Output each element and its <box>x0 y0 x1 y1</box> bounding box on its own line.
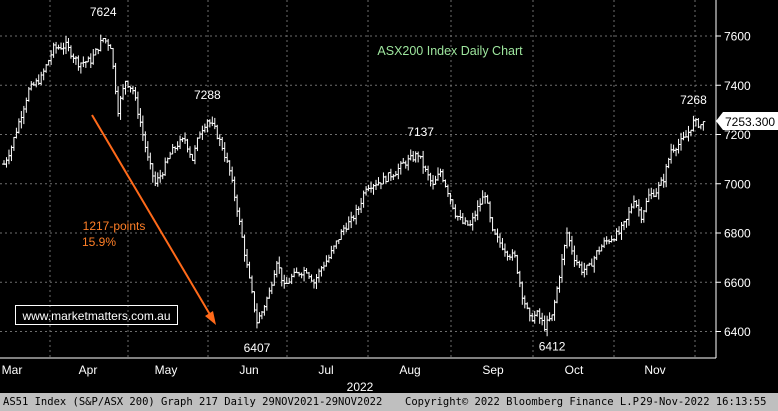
bloomberg-footer: AS51 Index (S&P/ASX 200) Graph 217 Daily… <box>0 393 778 411</box>
x-tick-label: May <box>155 363 178 377</box>
decline-percent-annotation: 15.9% <box>82 235 116 249</box>
y-tick-label: 7600 <box>724 30 751 44</box>
peak-label: 7624 <box>90 5 117 19</box>
decline-arrow <box>91 114 216 325</box>
peak-label: 7288 <box>194 88 221 102</box>
peak-label: 7137 <box>407 125 434 139</box>
x-tick-label: Oct <box>565 363 584 377</box>
y-tick-label: 6400 <box>724 325 751 339</box>
footer-index-info: AS51 Index (S&P/ASX 200) Graph 217 Daily… <box>3 396 383 408</box>
peak-label: 6407 <box>244 341 271 355</box>
y-tick-label: 6600 <box>724 276 751 290</box>
x-tick-label: Jun <box>239 363 258 377</box>
website-link-text: www.marketmatters.com.au <box>22 309 171 323</box>
x-tick-label: Aug <box>399 363 420 377</box>
x-tick-label: Jul <box>318 363 333 377</box>
grid-lines <box>0 0 716 358</box>
x-tick-label: Nov <box>644 363 665 377</box>
x-tick-label: Mar <box>2 363 23 377</box>
y-tick-label: 7400 <box>724 79 751 93</box>
website-link[interactable]: www.marketmatters.com.au <box>15 305 178 325</box>
x-tick-labels: Mar Apr May Jun Jul Aug Sep Oct Nov <box>2 363 666 377</box>
y-tick-label: 7200 <box>724 128 751 142</box>
footer-copyright: Copyright© 2022 Bloomberg Finance L.P. <box>405 396 646 408</box>
decline-points-annotation: 1217-points <box>83 219 146 233</box>
y-tick-label: 6800 <box>724 227 751 241</box>
price-bars <box>2 34 706 337</box>
y-tick-labels: 6400 6600 6800 7000 7200 7400 7600 <box>716 30 751 339</box>
x-tick-label: Apr <box>79 363 98 377</box>
last-price-value: 7253.300 <box>725 115 775 129</box>
x-tick-label: Sep <box>482 363 504 377</box>
footer-timestamp: 29-Nov-2022 16:13:55 <box>640 396 767 408</box>
ohlc-bar <box>701 121 706 131</box>
last-price-tag: 7253.300 <box>716 112 778 130</box>
x-axis-year-label: 2022 <box>347 380 374 394</box>
chart-title: ASX200 Index Daily Chart <box>377 44 523 58</box>
peak-labels: 7624 7288 6407 7137 6412 7268 <box>90 5 707 355</box>
y-tick-label: 7000 <box>724 177 751 191</box>
peak-label: 6412 <box>539 340 566 354</box>
peak-label: 7268 <box>680 93 707 107</box>
